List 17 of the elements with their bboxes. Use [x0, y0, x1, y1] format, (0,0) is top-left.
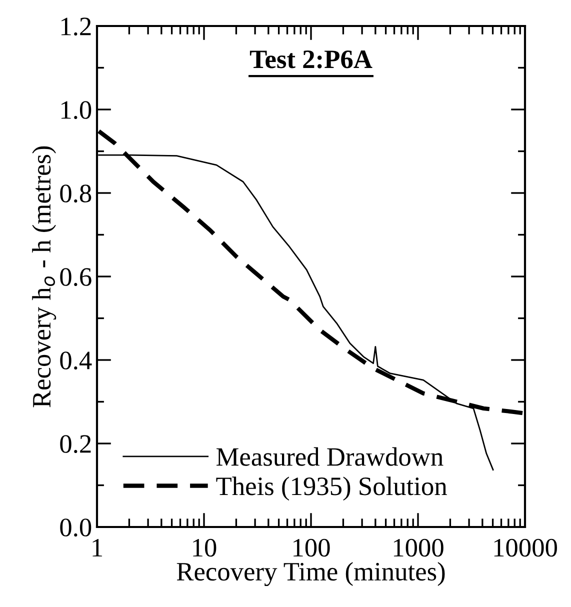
- x-tick-label: 10000: [494, 538, 557, 557]
- y-tick-label: 0.4: [60, 352, 92, 370]
- y-tick-label: 0.2: [60, 435, 91, 454]
- y-tick-label: 0.0: [60, 518, 92, 537]
- x-tick-label: 1000: [394, 538, 444, 557]
- y-tick-label: 0.6: [60, 268, 92, 286]
- legend-label: Theis (1935) Solution: [216, 476, 447, 501]
- y-tick-label: 1.0: [61, 101, 92, 120]
- x-tick-label: 1: [92, 539, 102, 556]
- legend-label: Measured Drawdown: [216, 447, 444, 466]
- y-tick-label: 0.8: [60, 184, 92, 203]
- y-tick-label: 1.2: [61, 18, 91, 36]
- x-tick-label: 10: [193, 538, 216, 557]
- y-axis-title: Recovery h$_{o}$ - h (metres): [32, 146, 56, 408]
- text: Test 2:P6A: [250, 50, 372, 68]
- x-axis-title: Recovery Time (minutes): [176, 562, 445, 586]
- x-tick-label: 100: [294, 538, 330, 557]
